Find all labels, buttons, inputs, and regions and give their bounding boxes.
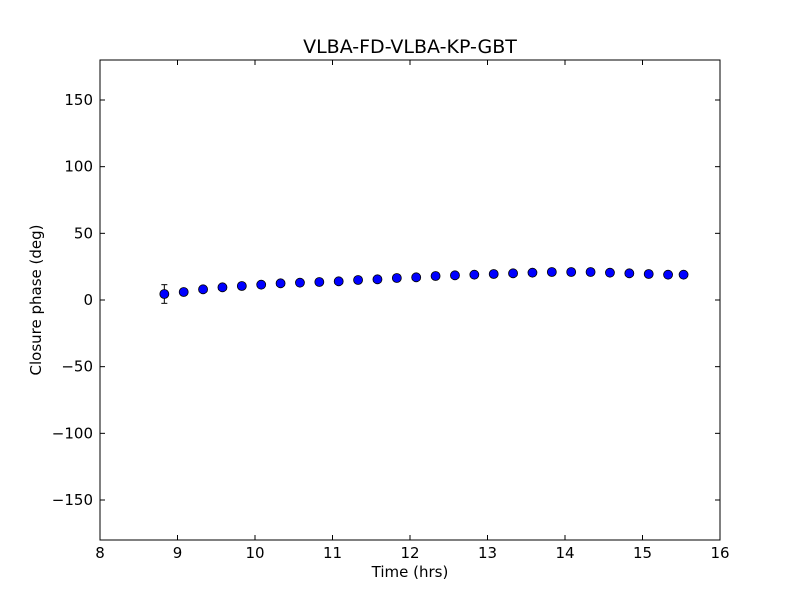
data-point: [314, 277, 325, 287]
x-tick-label: 14: [555, 544, 574, 562]
data-point: [469, 269, 480, 280]
data-point: [605, 267, 615, 278]
data-point: [411, 272, 422, 283]
data-point: [430, 271, 441, 281]
y-tick-label: −50: [61, 358, 93, 376]
data-point: [333, 276, 344, 287]
data-point: [275, 278, 286, 289]
x-tick-label: 8: [95, 544, 105, 562]
axis-ticks: 8 9 10 11 12 13 14 15 16 −150 −100 −50 0 50 100 150: [52, 60, 730, 562]
data-point: [678, 269, 689, 280]
data-point: [508, 268, 518, 279]
data-point: [391, 273, 402, 283]
y-tick-label: −100: [52, 424, 93, 442]
data-point: [546, 267, 557, 277]
y-tick-label: 150: [64, 91, 93, 109]
data-points: [159, 267, 689, 299]
x-tick-label: 16: [710, 544, 729, 562]
y-tick-label: 50: [74, 224, 93, 242]
data-point: [256, 279, 267, 290]
data-point: [663, 269, 673, 280]
x-tick-label: 15: [633, 544, 652, 562]
x-tick-label: 12: [400, 544, 419, 562]
y-tick-label: 100: [64, 158, 93, 176]
x-tick-label: 13: [478, 544, 497, 562]
data-point: [178, 287, 189, 297]
y-tick-label: 0: [83, 291, 93, 309]
data-point: [450, 270, 460, 281]
data-point: [236, 281, 247, 291]
data-point: [566, 267, 577, 277]
data-point: [159, 289, 170, 299]
x-tick-label: 11: [323, 544, 342, 562]
data-point: [217, 282, 228, 293]
plot-area-frame: [99, 59, 721, 541]
x-axis-label: Time (hrs): [371, 563, 449, 581]
x-tick-label: 10: [245, 544, 264, 562]
chart-title: VLBA-FD-VLBA-KP-GBT: [303, 36, 517, 58]
data-point: [488, 269, 499, 279]
data-point: [353, 275, 363, 285]
y-axis-label: Closure phase (deg): [27, 225, 45, 376]
data-point: [624, 268, 635, 279]
x-tick-label: 9: [173, 544, 183, 562]
data-point: [527, 267, 538, 278]
data-point: [198, 284, 208, 295]
data-point: [295, 277, 305, 288]
data-point: [585, 267, 596, 277]
data-point: [372, 274, 383, 285]
data-point: [643, 269, 654, 279]
y-tick-label: −150: [52, 491, 93, 509]
